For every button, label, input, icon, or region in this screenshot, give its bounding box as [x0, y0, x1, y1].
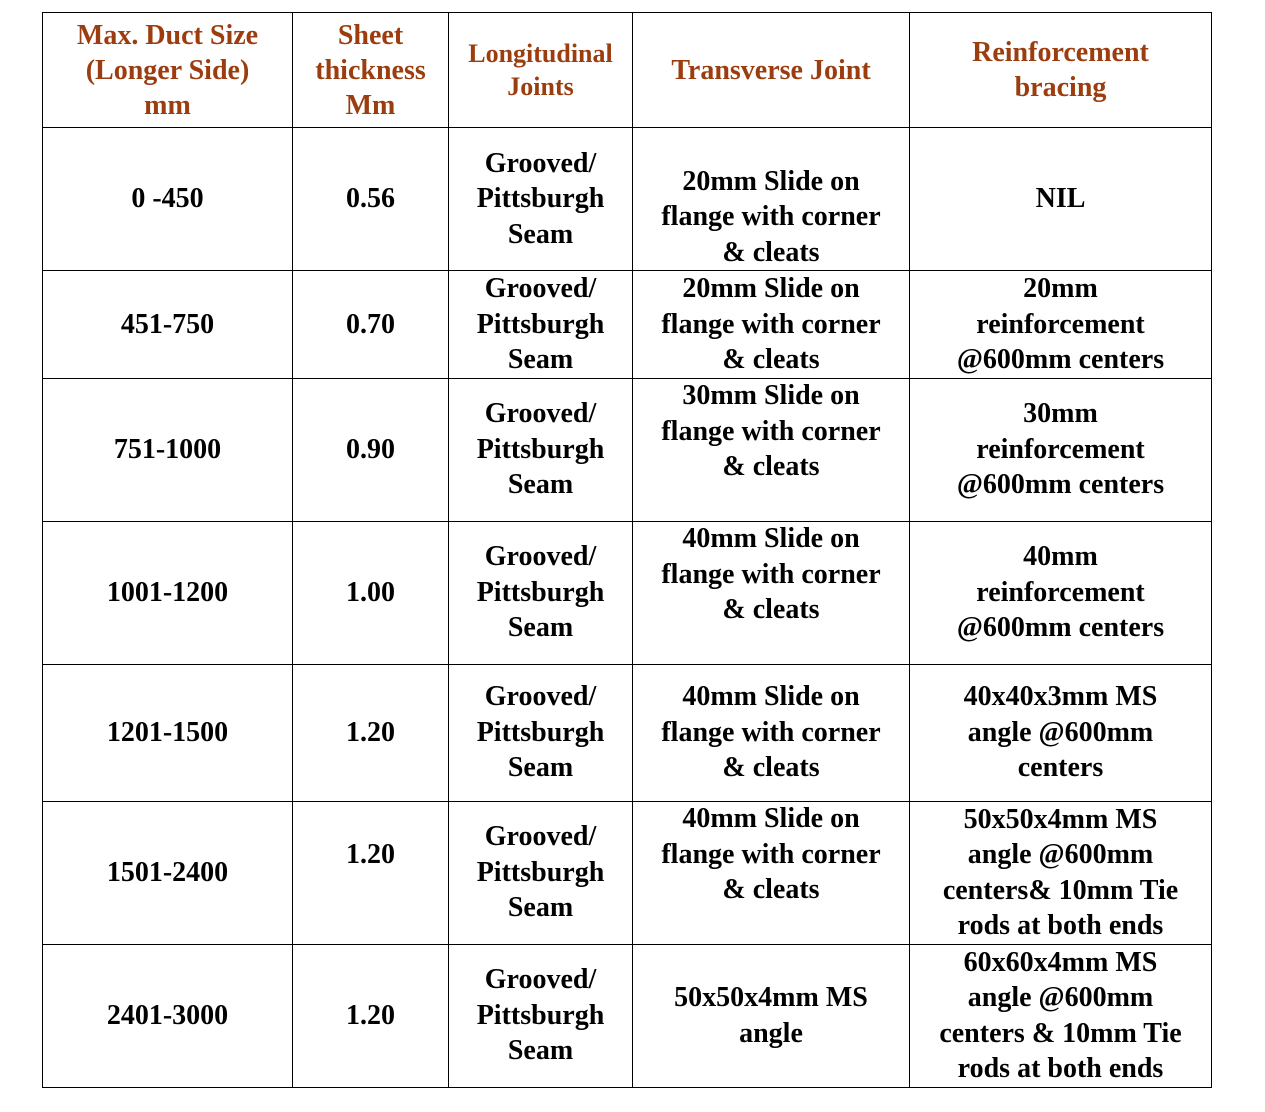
cell-thickness: 1.20 [292, 943, 449, 1088]
cell-thickness: 1.20 [292, 663, 449, 802]
header-row: Max. Duct Size (Longer Side) mm Sheet th… [42, 12, 1212, 128]
cell-transverse: 40mm Slide on flange with corner & cleat… [632, 663, 910, 802]
cell-longitudinal: Grooved/ Pittsburgh Seam [448, 127, 633, 271]
table-row: 451-750 0.70 Grooved/ Pittsburgh Seam 20… [42, 270, 1212, 379]
cell-transverse-text: 30mm Slide on flange with corner & cleat… [661, 380, 881, 483]
cell-thickness-text: 1.20 [346, 838, 395, 870]
cell-transverse: 40mm Slide on flange with corner & cleat… [632, 520, 910, 665]
cell-size: 2401-3000 [42, 943, 293, 1088]
cell-reinforcement: 30mm reinforcement @600mm centers [909, 377, 1212, 522]
cell-reinforcement: 60x60x4mm MS angle @600mm centers & 10mm… [909, 943, 1212, 1088]
cell-reinforcement: 20mm reinforcement @600mm centers [909, 270, 1212, 379]
cell-size: 0 -450 [42, 127, 293, 271]
cell-transverse: 20mm Slide on flange with corner & cleat… [632, 127, 910, 271]
cell-transverse: 20mm Slide on flange with corner & cleat… [632, 270, 910, 379]
header-longitudinal-joints: Longitudinal Joints [448, 12, 633, 128]
cell-longitudinal: Grooved/ Pittsburgh Seam [448, 270, 633, 379]
header-reinforcement-bracing: Reinforcement bracing [909, 12, 1212, 128]
cell-longitudinal: Grooved/ Pittsburgh Seam [448, 520, 633, 665]
cell-thickness: 0.56 [292, 127, 449, 271]
cell-size: 1001-1200 [42, 520, 293, 665]
cell-longitudinal: Grooved/ Pittsburgh Seam [448, 943, 633, 1088]
cell-transverse-text: 20mm Slide on flange with corner & cleat… [661, 165, 881, 268]
cell-reinforcement: 40mm reinforcement @600mm centers [909, 520, 1212, 665]
cell-transverse-text: 40mm Slide on flange with corner & cleat… [661, 523, 881, 626]
cell-longitudinal: Grooved/ Pittsburgh Seam [448, 377, 633, 522]
cell-thickness: 0.90 [292, 377, 449, 522]
table-row: 1001-1200 1.00 Grooved/ Pittsburgh Seam … [42, 520, 1212, 665]
cell-size: 451-750 [42, 270, 293, 379]
cell-size: 1501-2400 [42, 800, 293, 945]
table-header: Max. Duct Size (Longer Side) mm Sheet th… [42, 12, 1212, 128]
duct-specification-table: Max. Duct Size (Longer Side) mm Sheet th… [42, 12, 1212, 1088]
cell-transverse: 50x50x4mm MS angle [632, 943, 910, 1088]
cell-reinforcement: 50x50x4mm MS angle @600mm centers& 10mm … [909, 800, 1212, 945]
cell-thickness: 1.20 [292, 800, 449, 945]
cell-transverse: 30mm Slide on flange with corner & cleat… [632, 377, 910, 522]
cell-thickness: 1.00 [292, 520, 449, 665]
header-transverse-joint: Transverse Joint [632, 12, 910, 128]
header-max-duct-size: Max. Duct Size (Longer Side) mm [42, 12, 293, 128]
table-row: 751-1000 0.90 Grooved/ Pittsburgh Seam 3… [42, 377, 1212, 522]
table-row: 0 -450 0.56 Grooved/ Pittsburgh Seam 20m… [42, 127, 1212, 271]
cell-reinforcement: 40x40x3mm MS angle @600mm centers [909, 663, 1212, 802]
cell-transverse: 40mm Slide on flange with corner & cleat… [632, 800, 910, 945]
table-row: 1201-1500 1.20 Grooved/ Pittsburgh Seam … [42, 663, 1212, 802]
cell-thickness: 0.70 [292, 270, 449, 379]
header-sheet-thickness: Sheet thickness Mm [292, 12, 449, 128]
table-body: 0 -450 0.56 Grooved/ Pittsburgh Seam 20m… [42, 127, 1212, 1088]
cell-longitudinal: Grooved/ Pittsburgh Seam [448, 663, 633, 802]
table-row: 2401-3000 1.20 Grooved/ Pittsburgh Seam … [42, 943, 1212, 1088]
cell-longitudinal: Grooved/ Pittsburgh Seam [448, 800, 633, 945]
cell-transverse-text: 40mm Slide on flange with corner & cleat… [661, 803, 881, 906]
cell-reinforcement: NIL [909, 127, 1212, 271]
cell-size: 1201-1500 [42, 663, 293, 802]
cell-size: 751-1000 [42, 377, 293, 522]
table-row: 1501-2400 1.20 Grooved/ Pittsburgh Seam … [42, 800, 1212, 945]
